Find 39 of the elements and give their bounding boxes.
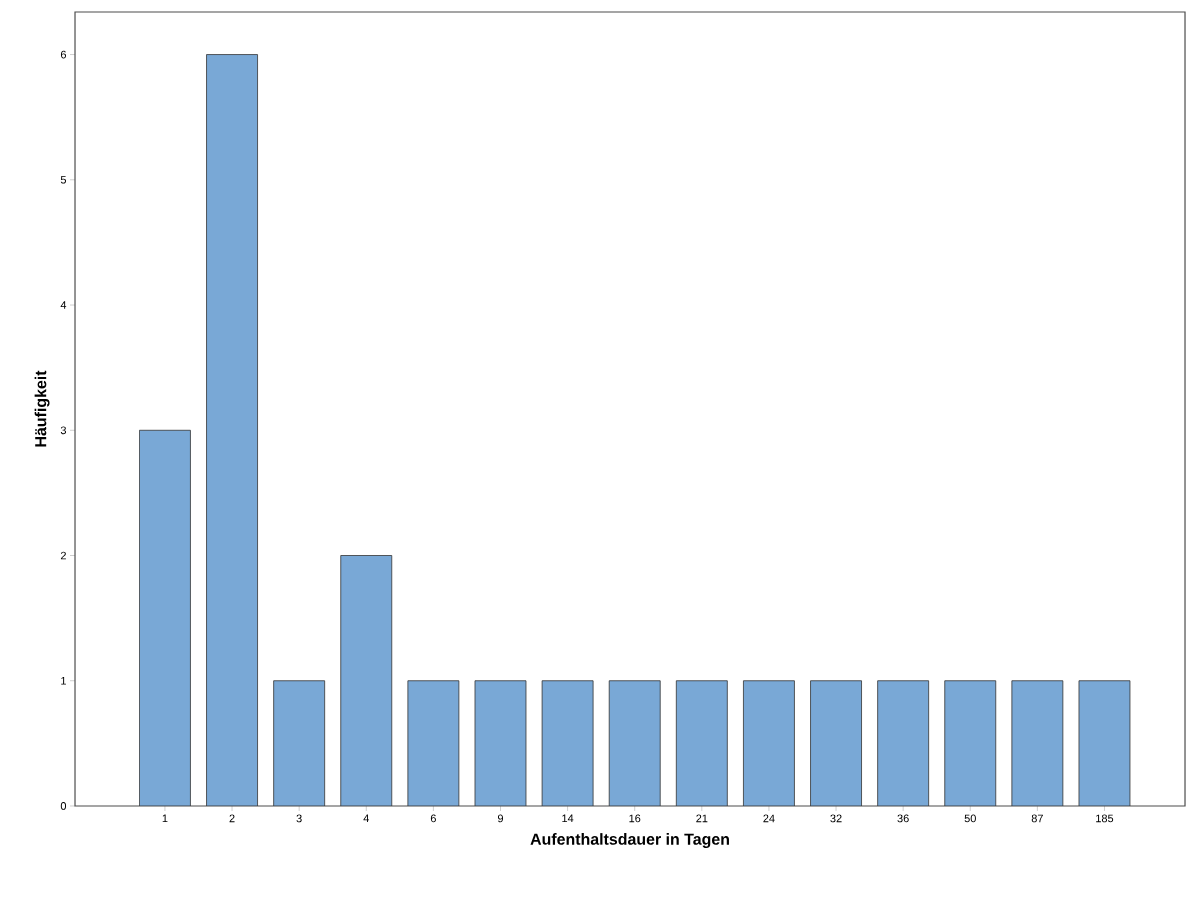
bar bbox=[944, 680, 996, 806]
bar bbox=[1078, 680, 1131, 806]
y-tick-label: 5 bbox=[60, 175, 67, 184]
bar bbox=[810, 680, 862, 806]
x-tick-label: 4 bbox=[363, 814, 369, 823]
y-tick-label: 3 bbox=[60, 426, 66, 435]
bar bbox=[139, 430, 191, 806]
x-tick-label: 9 bbox=[497, 814, 504, 823]
y-tick-label: 0 bbox=[60, 802, 67, 810]
x-tick-label: 14 bbox=[562, 814, 574, 823]
x-tick-label: 24 bbox=[763, 814, 775, 823]
x-tick-label: 3 bbox=[296, 814, 302, 823]
y-tick-label: 6 bbox=[60, 50, 66, 59]
bar bbox=[542, 680, 594, 806]
bar bbox=[1011, 680, 1063, 806]
bar bbox=[407, 680, 459, 806]
x-tick-label: 2 bbox=[229, 814, 235, 823]
bar bbox=[340, 555, 392, 806]
bar bbox=[676, 680, 728, 806]
y-axis-title: Häufigkeit bbox=[34, 370, 50, 447]
x-tick-label: 185 bbox=[1096, 814, 1114, 823]
x-tick-label: 32 bbox=[830, 814, 842, 823]
bar bbox=[474, 680, 526, 806]
bar bbox=[206, 54, 258, 806]
x-axis-title: Aufenthaltsdauer in Tagen bbox=[530, 833, 729, 849]
x-tick-label: 87 bbox=[1031, 814, 1043, 823]
y-tick-label: 2 bbox=[60, 551, 66, 560]
bar bbox=[609, 680, 661, 806]
bar bbox=[877, 680, 929, 806]
y-tick-label: 1 bbox=[61, 676, 66, 685]
bar bbox=[743, 680, 795, 806]
bar bbox=[273, 680, 325, 806]
x-tick-label: 16 bbox=[629, 814, 641, 823]
x-tick-label: 6 bbox=[430, 814, 436, 823]
x-tick-label: 21 bbox=[696, 814, 708, 823]
y-tick-label: 4 bbox=[60, 301, 67, 309]
x-tick-label: 50 bbox=[964, 814, 976, 823]
x-tick-label: 36 bbox=[897, 814, 909, 823]
x-tick-label: 1 bbox=[162, 814, 168, 823]
